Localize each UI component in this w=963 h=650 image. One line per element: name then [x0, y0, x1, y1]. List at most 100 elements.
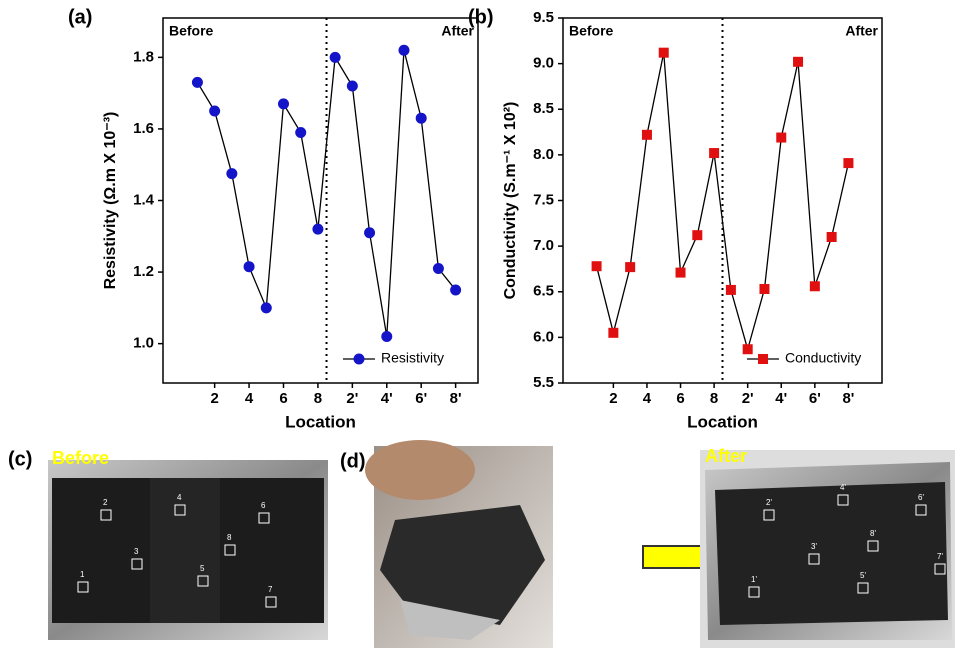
- y-axis-label: Resistivity (Ω.m X 10⁻³): [102, 112, 119, 290]
- point: [398, 45, 409, 56]
- point: [608, 328, 618, 338]
- annotation: After: [845, 23, 878, 39]
- x-tick-label: 6: [279, 390, 287, 407]
- location-label: 1': [751, 575, 757, 584]
- location-label: 2: [103, 498, 108, 507]
- point: [330, 52, 341, 63]
- y-tick-label: 8.0: [533, 146, 554, 163]
- location-label: 3: [134, 547, 139, 556]
- x-axis-label: Location: [687, 412, 758, 431]
- location-label: 8': [870, 529, 876, 538]
- point: [226, 168, 237, 179]
- figure-svg: (a) 1.0 1.2 1.4 1.6 1.8 2 4 6 8 2' 4' 6' 8' Location Re…: [0, 0, 963, 650]
- point: [261, 302, 272, 313]
- point: [450, 284, 461, 295]
- x-tick-label: 4: [643, 390, 652, 407]
- point: [676, 268, 686, 278]
- point: [726, 285, 736, 295]
- point: [244, 261, 255, 272]
- point: [312, 224, 323, 235]
- y-tick-label: 1.2: [133, 263, 154, 280]
- point: [759, 284, 769, 294]
- x-tick-label: 2: [609, 390, 617, 407]
- panel-label: (a): [68, 6, 92, 28]
- legend-label: Resistivity: [381, 350, 444, 366]
- x-tick-label: 6': [809, 390, 821, 407]
- photo-bending: [365, 440, 553, 648]
- panel-label: (b): [468, 6, 494, 28]
- panel-label: (c): [8, 448, 32, 470]
- x-tick-label: 2': [346, 390, 358, 407]
- legend-label: Conductivity: [785, 350, 861, 366]
- x-tick-label: 8': [842, 390, 854, 407]
- point: [642, 130, 652, 140]
- y-tick-label: 1.0: [133, 335, 154, 352]
- point: [776, 133, 786, 143]
- x-tick-label: 8: [314, 390, 322, 407]
- location-label: 4: [177, 493, 182, 502]
- y-tick-label: 5.5: [533, 374, 554, 391]
- point: [843, 158, 853, 168]
- point: [381, 331, 392, 342]
- x-tick-label: 4: [245, 390, 254, 407]
- y-tick-label: 1.8: [133, 48, 154, 65]
- y-tick-label: 1.4: [133, 191, 155, 208]
- y-tick-label: 9.5: [533, 9, 554, 26]
- point: [416, 113, 427, 124]
- x-tick-label: 8': [450, 390, 462, 407]
- panel-label: (d): [340, 450, 366, 472]
- y-tick-label: 7.5: [533, 191, 554, 208]
- point: [592, 261, 602, 271]
- y-tick-label: 7.0: [533, 237, 554, 254]
- figure: (a) 1.0 1.2 1.4 1.6 1.8 2 4 6 8 2' 4' 6' 8' Location Re…: [0, 0, 963, 650]
- location-label: 5': [860, 571, 866, 580]
- y-tick-label: 1.6: [133, 120, 154, 137]
- point: [659, 48, 669, 58]
- photo-title: After: [705, 446, 747, 466]
- point: [347, 80, 358, 91]
- x-tick-label: 2': [742, 390, 754, 407]
- x-tick-label: 4': [775, 390, 787, 407]
- point: [209, 106, 220, 117]
- y-tick-label: 6.5: [533, 283, 554, 300]
- annotation: Before: [169, 23, 214, 39]
- point: [810, 281, 820, 291]
- x-tick-label: 2: [210, 390, 218, 407]
- location-label: 7: [268, 585, 273, 594]
- point: [827, 232, 837, 242]
- point: [364, 227, 375, 238]
- x-tick-label: 4': [381, 390, 393, 407]
- legend-marker: [758, 354, 768, 364]
- photo-after: [700, 450, 955, 648]
- point: [709, 148, 719, 158]
- point: [692, 230, 702, 240]
- x-tick-label: 6': [415, 390, 427, 407]
- location-label: 4': [840, 483, 846, 492]
- point: [278, 98, 289, 109]
- location-label: 7': [937, 552, 943, 561]
- point: [295, 127, 306, 138]
- location-label: 8: [227, 533, 232, 542]
- location-label: 1: [80, 570, 85, 579]
- point: [192, 77, 203, 88]
- location-label: 5: [200, 564, 205, 573]
- photo-before: [48, 460, 328, 640]
- point: [743, 344, 753, 354]
- location-label: 6': [918, 493, 924, 502]
- y-axis-label: Conductivity (S.m⁻¹ X 10²): [502, 102, 519, 300]
- x-axis-label: Location: [285, 412, 356, 431]
- photo-title: Before: [52, 448, 109, 468]
- point: [793, 57, 803, 67]
- point: [433, 263, 444, 274]
- x-tick-label: 6: [676, 390, 684, 407]
- location-label: 2': [766, 498, 772, 507]
- y-tick-label: 8.5: [533, 100, 554, 117]
- location-label: 3': [811, 542, 817, 551]
- point: [625, 262, 635, 272]
- x-tick-label: 8: [710, 390, 718, 407]
- y-tick-label: 6.0: [533, 328, 554, 345]
- annotation: Before: [569, 23, 614, 39]
- legend-marker: [354, 354, 365, 365]
- y-tick-label: 9.0: [533, 55, 554, 72]
- location-label: 6: [261, 501, 266, 510]
